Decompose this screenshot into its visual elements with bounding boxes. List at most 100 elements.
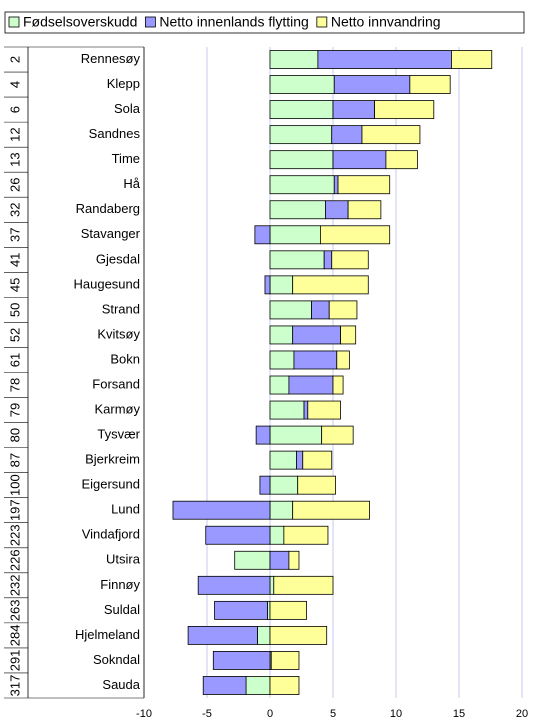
rank-label: 41: [7, 253, 22, 267]
y-tick-label: Bokn: [110, 351, 140, 366]
y-tick-label: Klepp: [107, 76, 140, 91]
bar: [269, 500, 294, 520]
rank-label: 197: [7, 499, 22, 521]
bar: [269, 75, 335, 94]
y-tick-label: Sauda: [102, 677, 140, 692]
bar: [187, 625, 258, 645]
legend-box: [4, 11, 525, 34]
rank-label: 232: [7, 574, 22, 596]
rank-label: 226: [7, 549, 22, 571]
bar: [317, 50, 452, 69]
bar: [328, 300, 358, 320]
bar: [332, 150, 387, 170]
bar: [451, 50, 493, 69]
rank-label: 223: [7, 524, 22, 546]
legend-label: Netto innvandring: [331, 14, 441, 30]
y-tick-label: Randaberg: [76, 201, 140, 216]
rank-label: 32: [7, 203, 22, 217]
bar: [269, 175, 335, 195]
y-tick-label: Stavanger: [81, 226, 141, 241]
rank-label: 37: [7, 228, 22, 242]
bar: [269, 625, 328, 645]
bar: [269, 400, 305, 420]
rank-label: 61: [7, 353, 22, 367]
bar: [259, 475, 271, 495]
bar: [323, 250, 333, 270]
bar: [269, 550, 290, 570]
y-tick-label: Sola: [114, 101, 141, 116]
rank-label: 50: [7, 303, 22, 317]
bar: [292, 325, 341, 345]
x-tick-label: 0: [267, 708, 273, 720]
rank-label: 13: [7, 152, 22, 166]
bar: [297, 475, 336, 495]
rank-label: 100: [7, 474, 22, 496]
bar: [269, 575, 275, 595]
bar: [319, 225, 391, 245]
y-tick-label: Hjelmeland: [75, 627, 140, 642]
bar: [331, 250, 369, 270]
rank-label: 87: [7, 453, 22, 467]
bar: [270, 651, 300, 670]
bar: [172, 500, 271, 520]
bar: [269, 325, 294, 345]
legend-label: Netto innenlands flytting: [159, 14, 308, 30]
rank-label: 317: [7, 675, 22, 697]
bar: [361, 125, 421, 145]
bar: [269, 125, 333, 145]
bar: [374, 100, 435, 120]
bar: [333, 75, 411, 94]
y-tick-label: Time: [112, 151, 140, 166]
rank-label: 78: [7, 378, 22, 392]
rank-label: 52: [7, 328, 22, 342]
bar: [202, 676, 247, 695]
bar: [273, 575, 334, 595]
bar: [269, 525, 285, 545]
bar: [269, 350, 295, 370]
y-tick-label: Lund: [111, 502, 140, 517]
bar: [292, 275, 369, 295]
bar: [321, 425, 354, 445]
bar: [269, 300, 312, 320]
bar: [256, 625, 271, 645]
bar: [269, 275, 294, 295]
bar: [255, 425, 271, 445]
x-tick-label: 15: [453, 708, 465, 720]
rank-label: 284: [7, 625, 22, 647]
bar: [234, 550, 271, 570]
y-tick-label: Strand: [102, 301, 140, 316]
rank-label: 2: [7, 56, 22, 63]
bar: [288, 375, 334, 395]
y-tick-label: Karmøy: [95, 401, 141, 416]
bar: [332, 100, 375, 120]
rank-label: 4: [7, 81, 22, 88]
rank-label: 6: [7, 106, 22, 113]
bar: [269, 375, 290, 395]
bar: [264, 275, 271, 295]
bar: [288, 550, 300, 570]
bar: [307, 400, 341, 420]
bar: [409, 75, 451, 94]
legend-label: Fødselsoverskudd: [23, 14, 137, 30]
bar: [214, 600, 268, 620]
y-tick-label: Gjesdal: [96, 251, 140, 266]
bar: [269, 475, 299, 495]
legend-swatch: [144, 16, 156, 28]
bar: [269, 600, 307, 620]
bar: [269, 250, 325, 270]
bar: [302, 450, 333, 470]
bar: [269, 100, 334, 120]
bar: [333, 175, 339, 195]
y-tick-label: Kvitsøy: [97, 326, 140, 341]
bar: [347, 200, 382, 220]
rank-label: 79: [7, 403, 22, 417]
bar: [296, 450, 304, 470]
bar: [293, 350, 338, 370]
bar: [385, 150, 418, 170]
rank-label: 80: [7, 428, 22, 442]
x-tick-label: 5: [330, 708, 336, 720]
y-tick-label: Utsira: [106, 552, 141, 567]
bar: [331, 125, 363, 145]
y-tick-label: Hå: [123, 176, 140, 191]
